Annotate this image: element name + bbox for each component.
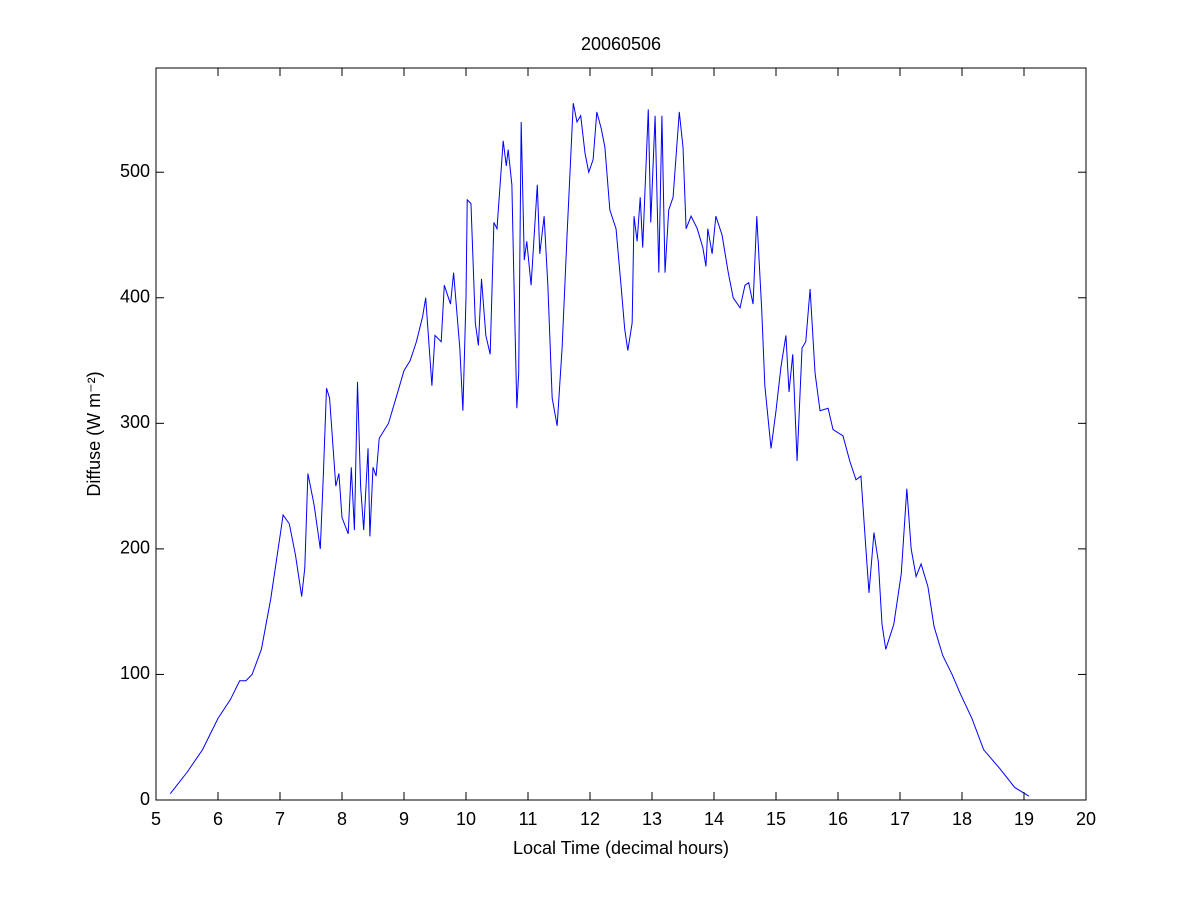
y-axis-label: Diffuse (W m⁻²) — [84, 371, 104, 496]
x-tick-label: 18 — [952, 809, 972, 829]
y-tick-label: 400 — [120, 287, 150, 307]
x-axis-label: Local Time (decimal hours) — [513, 838, 729, 858]
data-line — [169, 103, 1030, 797]
x-tick-label: 16 — [828, 809, 848, 829]
x-tick-label: 10 — [456, 809, 476, 829]
chart-title: 20060506 — [581, 34, 661, 54]
y-tick-label: 500 — [120, 161, 150, 181]
y-tick-label: 100 — [120, 663, 150, 683]
x-tick-label: 14 — [704, 809, 724, 829]
axes-box — [155, 67, 1087, 801]
x-tick-label: 15 — [766, 809, 786, 829]
x-tick-label: 5 — [151, 809, 161, 829]
x-tick-label: 6 — [213, 809, 223, 829]
x-tick-label: 9 — [399, 809, 409, 829]
y-tick-label: 300 — [120, 412, 150, 432]
y-tick-label: 200 — [120, 538, 150, 558]
x-tick-label: 13 — [642, 809, 662, 829]
x-tick-label: 19 — [1014, 809, 1034, 829]
x-tick-label: 11 — [519, 809, 538, 829]
x-tick-label: 12 — [580, 809, 600, 829]
x-tick-label: 17 — [890, 809, 910, 829]
x-tick-label: 7 — [275, 809, 285, 829]
x-tick-label: 20 — [1076, 809, 1096, 829]
x-tick-label: 8 — [337, 809, 347, 829]
y-tick-label: 0 — [140, 789, 150, 809]
